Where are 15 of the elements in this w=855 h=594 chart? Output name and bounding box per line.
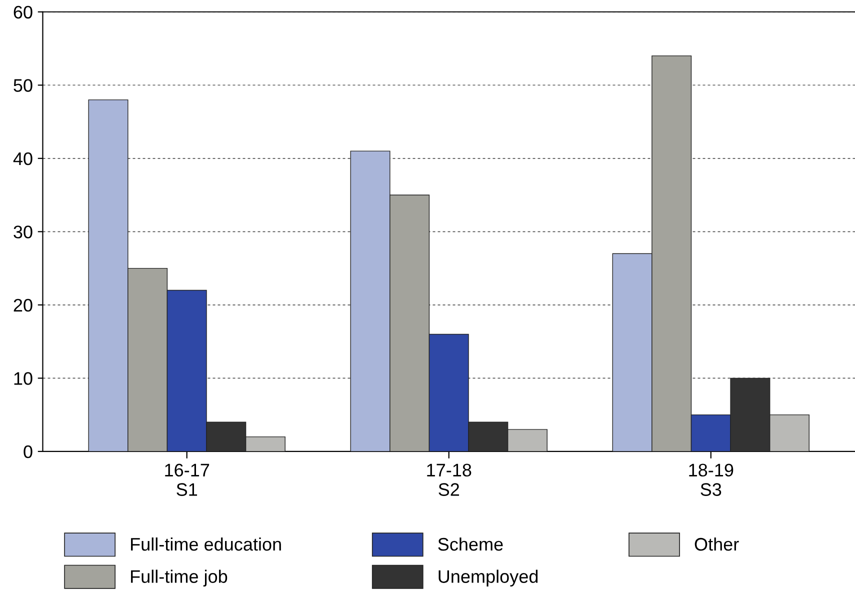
x-tick-label: 17-18 S2 (427, 464, 472, 496)
y-tick-label: 10 (14, 372, 32, 385)
x-tick-label: 18-19 S3 (689, 464, 734, 496)
legend-label: Full-time job (131, 570, 228, 587)
x-tick-label: 16-17 S1 (165, 464, 210, 496)
y-tick-label: 0 (24, 445, 32, 458)
legend-label: Full-time education (131, 537, 281, 551)
y-tick-label: 20 (14, 298, 32, 312)
y-tick-label: 30 (14, 226, 32, 238)
y-tick-label: 40 (13, 152, 32, 166)
y-tick-label: 60 (14, 6, 32, 19)
legend-label: Other (694, 537, 739, 551)
legend-label: Unemployed (438, 570, 538, 587)
y-tick-label: 50 (14, 79, 32, 92)
legend-label: Scheme (438, 537, 503, 551)
